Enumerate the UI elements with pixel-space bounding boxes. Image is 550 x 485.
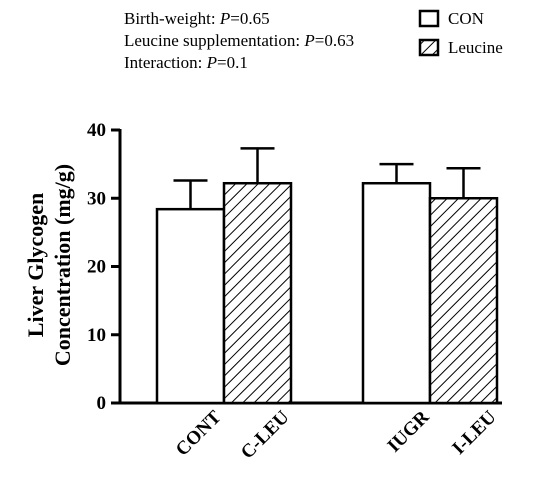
category-label: I-LEU — [448, 406, 500, 458]
category-label: IUGR — [384, 406, 434, 456]
legend: CON Leucine — [418, 9, 503, 57]
bar-iugr — [361, 181, 432, 405]
y-axis-title-line2: Concentration (mg/g) — [50, 164, 75, 366]
legend-label-con: CON — [448, 9, 484, 28]
annotation-interaction: Interaction: P=0.1 — [124, 53, 248, 72]
y-tick-label: 20 — [87, 257, 106, 278]
bar-c-leu — [222, 181, 293, 405]
y-ticks: 0 10 20 30 40 — [87, 120, 120, 414]
legend-swatch-con — [418, 9, 440, 28]
y-tick-label: 10 — [87, 325, 106, 346]
y-axis-title-line1: Liver Glycogen — [23, 193, 48, 337]
category-label: C-LEU — [237, 406, 294, 463]
y-tick-label: 0 — [97, 393, 107, 414]
category-label: CONT — [172, 406, 226, 460]
legend-swatch-leucine — [418, 38, 440, 57]
annotation-leucine: Leucine supplementation: P=0.63 — [124, 31, 354, 50]
bar-cont — [155, 207, 226, 405]
category-labels: CONT C-LEU IUGR I-LEU — [172, 406, 501, 463]
annotation-birth-weight: Birth-weight: P=0.65 — [124, 9, 270, 28]
y-tick-label: 40 — [87, 120, 106, 141]
legend-label-leucine: Leucine — [448, 38, 503, 57]
bars — [155, 147, 499, 405]
y-tick-label: 30 — [87, 188, 106, 209]
bar-i-leu — [428, 197, 499, 405]
